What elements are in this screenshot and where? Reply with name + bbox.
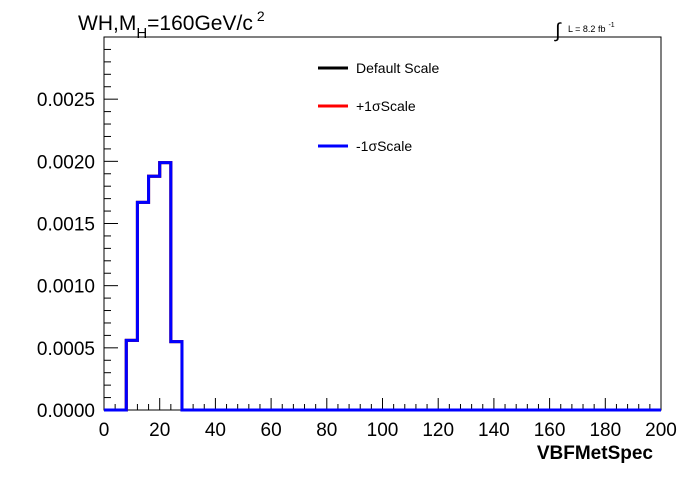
legend: Default Scale +1σScale -1σScale: [318, 60, 439, 154]
chart-title: WH,MH=160GeV/c 2: [78, 8, 265, 42]
lumi-label: L = 8.2 fb -1: [568, 22, 615, 34]
title-main: WH,M: [78, 12, 136, 35]
y-tick-label: 0.0000: [37, 401, 95, 422]
series-line-1: [104, 161, 661, 412]
x-tick-label: 20: [149, 420, 170, 441]
legend-label-3: -1σScale: [356, 138, 412, 154]
y-tick-label: 0.0010: [37, 277, 95, 298]
x-tick-label: 60: [261, 420, 282, 441]
x-tick-label: 40: [205, 420, 226, 441]
x-axis: 0 20 40 60 80 100 120 140 160 180 200: [99, 398, 677, 441]
x-tick-label: 0: [99, 420, 110, 441]
x-axis-label: VBFMetSpec: [537, 443, 654, 464]
legend-label-2: +1σScale: [356, 98, 416, 114]
x-tick-label: 80: [316, 420, 337, 441]
series-line-2: [104, 161, 661, 412]
lumi-text: L = 8.2 fb: [568, 24, 605, 34]
y-axis: 0.0000 0.0005 0.0010 0.0015 0.0020 0.0025: [37, 36, 118, 422]
x-tick-label: 200: [645, 420, 677, 441]
title-tail: =160GeV/c: [147, 12, 253, 35]
x-tick-label: 180: [589, 420, 621, 441]
plot-frame: [103, 36, 662, 411]
x-tick-label: 160: [534, 420, 566, 441]
x-tick-label: 120: [422, 420, 454, 441]
histogram-series: [104, 161, 661, 412]
title-superscript: 2: [257, 8, 265, 24]
y-tick-label: 0.0025: [37, 90, 95, 111]
title-subscript: H: [136, 25, 147, 42]
lumi-superscript: -1: [608, 22, 614, 29]
y-tick-label: 0.0020: [37, 152, 95, 173]
x-tick-label: 140: [478, 420, 510, 441]
y-tick-label: 0.0005: [37, 339, 95, 360]
x-tick-label: 100: [367, 420, 399, 441]
y-tick-label: 0.0015: [37, 215, 95, 236]
lumi-integral-symbol: ∫: [554, 20, 562, 42]
legend-label-1: Default Scale: [356, 60, 439, 76]
series-line-3: [104, 161, 661, 412]
